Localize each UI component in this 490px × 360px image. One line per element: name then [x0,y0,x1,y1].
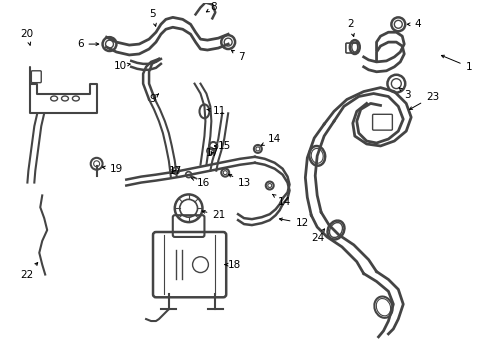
Text: 22: 22 [21,262,38,279]
Text: 3: 3 [399,88,411,99]
Text: 14: 14 [261,134,281,145]
Text: 15: 15 [215,141,232,151]
Text: 18: 18 [225,260,242,270]
Text: 14: 14 [272,194,291,207]
Text: 21: 21 [202,210,225,220]
Text: 8: 8 [206,3,217,13]
Text: 20: 20 [21,29,34,45]
Text: 11: 11 [207,106,225,116]
Text: 10: 10 [114,61,130,71]
Text: 16: 16 [191,177,210,188]
Text: 6: 6 [77,39,98,49]
Text: 5: 5 [149,9,156,26]
Text: 23: 23 [410,91,439,109]
Text: 9: 9 [149,94,159,104]
Text: 13: 13 [229,174,251,188]
Text: 19: 19 [102,164,122,174]
Text: 17: 17 [169,166,182,176]
Text: 1: 1 [441,55,472,72]
Text: 7: 7 [231,50,245,62]
Text: 17: 17 [205,148,219,158]
Text: 2: 2 [347,19,354,36]
Text: 12: 12 [279,218,309,228]
Text: 4: 4 [407,19,421,29]
Text: 24: 24 [311,229,324,243]
